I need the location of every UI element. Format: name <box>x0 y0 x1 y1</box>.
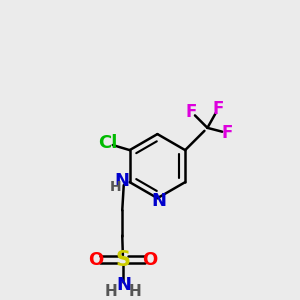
Text: S: S <box>115 250 130 270</box>
Text: F: F <box>185 103 197 121</box>
Text: F: F <box>213 100 224 118</box>
Text: N: N <box>116 276 131 294</box>
Text: F: F <box>221 124 232 142</box>
Text: Cl: Cl <box>98 134 117 152</box>
Text: H: H <box>110 180 122 194</box>
Text: N: N <box>115 172 130 190</box>
Text: O: O <box>88 251 103 269</box>
Text: H: H <box>128 284 141 299</box>
Text: H: H <box>105 284 117 299</box>
Text: N: N <box>152 191 166 209</box>
Text: O: O <box>142 251 158 269</box>
